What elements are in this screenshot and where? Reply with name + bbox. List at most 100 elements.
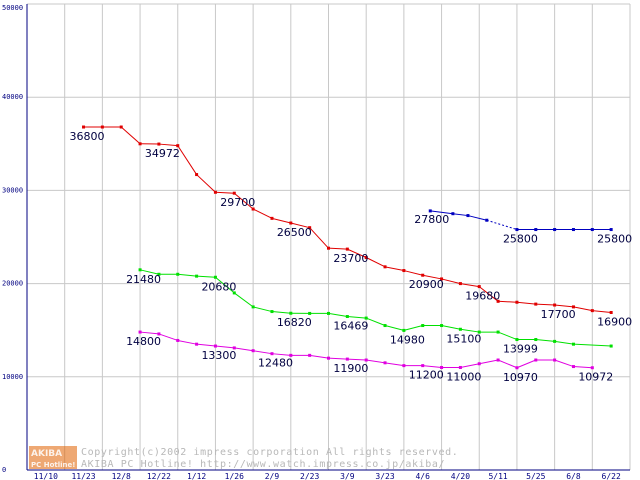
data-label-blue: 25800 [503, 233, 538, 246]
data-point-red [553, 303, 557, 307]
series-segment-red [441, 278, 461, 285]
data-point-red [82, 125, 86, 129]
series-segment-blue [430, 210, 453, 215]
series-segment-red [460, 283, 480, 288]
series-segment-green [271, 311, 291, 314]
data-point-magenta [477, 362, 481, 366]
series-segment-green [196, 275, 216, 278]
data-point-red [213, 190, 217, 194]
data-point-blue [590, 228, 594, 232]
x-tick-label: 3/23 [375, 472, 394, 480]
data-point-magenta [176, 338, 180, 342]
akiba-logo-top-text: AKIBA [31, 449, 62, 459]
series-segment-magenta [158, 333, 178, 341]
series-segment-magenta [271, 353, 291, 356]
akiba-logo: AKIBA PC Hotline! [29, 446, 77, 469]
series-segment-green [177, 273, 197, 277]
data-point-green [440, 324, 444, 328]
series-segment-red [215, 191, 235, 194]
x-tick-label: 12/22 [147, 472, 171, 480]
y-tick-label: 50000 [2, 4, 23, 12]
series-segment-green [441, 325, 461, 330]
data-point-magenta [195, 342, 199, 346]
series-segment-red [403, 270, 423, 276]
data-point-magenta [157, 332, 161, 336]
data-label-magenta: 11200 [409, 369, 444, 382]
data-point-green [176, 272, 180, 276]
data-point-green [477, 330, 481, 334]
series-segment-green [535, 339, 555, 342]
series-segment-green [215, 276, 235, 294]
data-point-red [119, 125, 123, 129]
series-segment-red [384, 266, 404, 272]
series-segment-green [403, 325, 423, 331]
data-point-red [308, 226, 312, 230]
data-point-magenta [421, 364, 425, 368]
series-segment-magenta [196, 343, 216, 347]
data-point-red [383, 265, 387, 269]
data-point-green [496, 330, 500, 334]
data-label-blue: 25800 [597, 233, 632, 246]
data-point-magenta [553, 358, 557, 362]
data-label-red: 19680 [465, 290, 500, 303]
x-tick-label: 5/11 [488, 472, 507, 480]
data-point-red [157, 142, 161, 146]
data-point-magenta [138, 330, 142, 334]
data-point-red [251, 207, 255, 211]
series-segment-green [366, 317, 386, 327]
data-point-magenta [440, 365, 444, 369]
series-segment-green [573, 343, 612, 347]
series-segment-magenta [140, 331, 159, 335]
data-point-green [251, 305, 255, 309]
series-segment-green [328, 312, 348, 318]
series-segment-red [177, 145, 198, 175]
series-segment-magenta [177, 339, 197, 345]
data-label-magenta: 10970 [503, 371, 538, 384]
data-point-magenta [327, 356, 330, 360]
data-point-red [515, 300, 519, 304]
data-point-red [327, 246, 330, 250]
series-segment-magenta [554, 359, 574, 368]
series-segment-green [384, 325, 404, 331]
data-label-magenta: 13300 [201, 349, 236, 362]
data-point-blue [553, 228, 557, 232]
series-segment-green [233, 292, 254, 308]
series-segment-green [347, 316, 367, 319]
data-label-red: 26500 [277, 226, 312, 239]
data-label-green: 20680 [201, 280, 236, 293]
data-point-blue [609, 228, 613, 232]
x-tick-label: 2/23 [300, 472, 319, 480]
series-segment-red [422, 274, 442, 280]
series-segment-red [498, 300, 517, 303]
data-label-red: 16900 [597, 315, 632, 328]
data-point-magenta [308, 353, 312, 357]
data-point-red [100, 125, 104, 129]
x-tick-label: 6/22 [602, 472, 621, 480]
series-segment-red [120, 126, 141, 145]
data-label-red: 17700 [541, 308, 576, 321]
series-segment-magenta [234, 347, 254, 352]
data-point-magenta [496, 358, 500, 362]
data-point-green [421, 324, 425, 328]
series-segment-green [554, 340, 574, 345]
data-point-green [458, 327, 462, 331]
series-segment-green [460, 328, 480, 333]
data-label-red: 34972 [145, 147, 180, 160]
data-label-green: 15100 [446, 332, 481, 345]
x-axis-ticks: 11/10 11/23 12/8 12/22 1/12 1/26 2/9 2/23 3/9 3/2… [34, 472, 621, 480]
data-point-red [440, 277, 444, 281]
x-tick-label: 1/12 [187, 472, 206, 480]
series-segment-magenta [253, 350, 273, 355]
data-point-green [515, 338, 519, 342]
x-tick-label: 2/9 [265, 472, 280, 480]
series-segment-red [328, 247, 348, 250]
data-point-green [195, 274, 199, 278]
series-segment-red [554, 304, 574, 308]
data-label-green: 16820 [277, 316, 312, 329]
data-point-red [289, 221, 293, 225]
data-point-magenta [590, 366, 594, 370]
series-segment-red [592, 310, 612, 313]
data-point-red [195, 173, 199, 177]
data-point-red [609, 310, 613, 314]
data-point-green [345, 315, 349, 319]
